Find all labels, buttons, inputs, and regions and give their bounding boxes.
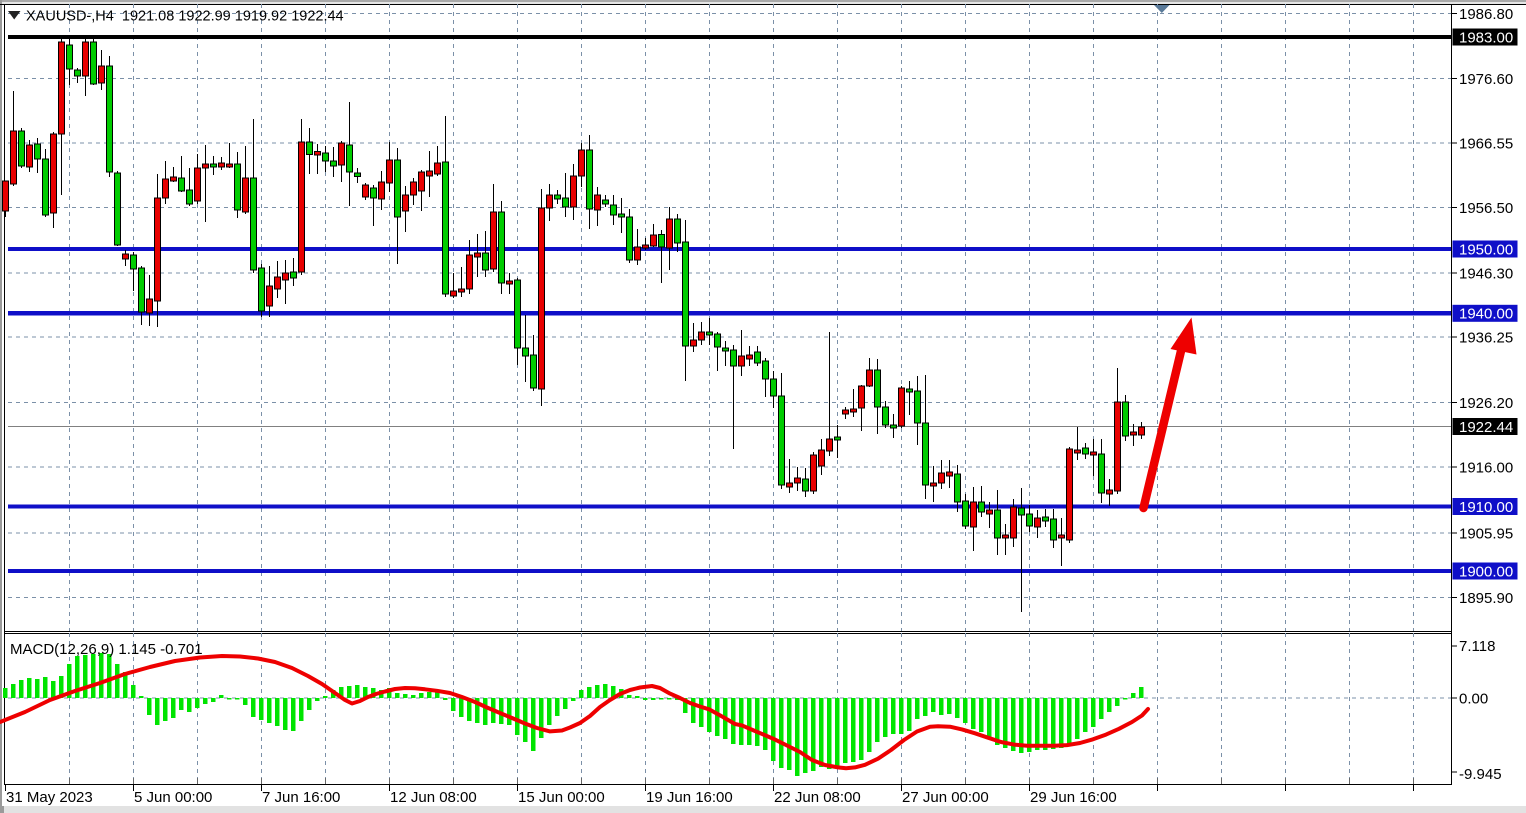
svg-text:1905.95: 1905.95: [1459, 525, 1513, 542]
svg-text:1940.00: 1940.00: [1459, 306, 1513, 323]
svg-text:31 May 2023: 31 May 2023: [6, 789, 93, 806]
svg-text:29 Jun 16:00: 29 Jun 16:00: [1030, 789, 1117, 806]
svg-text:1926.20: 1926.20: [1459, 395, 1513, 412]
svg-text:MACD(12,26,9) 1.145 -0.701: MACD(12,26,9) 1.145 -0.701: [10, 641, 203, 658]
svg-text:7 Jun 16:00: 7 Jun 16:00: [262, 789, 340, 806]
svg-text:1895.90: 1895.90: [1459, 590, 1513, 607]
svg-text:1916.00: 1916.00: [1459, 459, 1513, 476]
svg-text:1946.30: 1946.30: [1459, 265, 1513, 282]
svg-text:12 Jun 08:00: 12 Jun 08:00: [390, 789, 477, 806]
svg-text:1986.80: 1986.80: [1459, 6, 1513, 23]
svg-text:1950.00: 1950.00: [1459, 241, 1513, 258]
svg-text:XAUUSD-,H4 1921.08 1922.99 19: XAUUSD-,H4 1921.08 1922.99 1919.92 1922.…: [26, 9, 344, 25]
svg-text:-9.945: -9.945: [1459, 766, 1502, 783]
svg-text:1936.25: 1936.25: [1459, 329, 1513, 346]
svg-text:27 Jun 00:00: 27 Jun 00:00: [902, 789, 989, 806]
svg-text:1956.50: 1956.50: [1459, 200, 1513, 217]
svg-text:7.118: 7.118: [1459, 638, 1495, 655]
svg-text:1922.44: 1922.44: [1459, 419, 1513, 436]
svg-text:22 Jun 08:00: 22 Jun 08:00: [774, 789, 861, 806]
svg-text:1983.00: 1983.00: [1459, 29, 1513, 46]
svg-text:5 Jun 00:00: 5 Jun 00:00: [134, 789, 212, 806]
svg-text:19 Jun 16:00: 19 Jun 16:00: [646, 789, 733, 806]
svg-text:1966.55: 1966.55: [1459, 135, 1513, 152]
svg-text:1910.00: 1910.00: [1459, 499, 1513, 516]
svg-text:1976.60: 1976.60: [1459, 71, 1513, 88]
svg-text:1900.00: 1900.00: [1459, 563, 1513, 580]
svg-text:15 Jun 00:00: 15 Jun 00:00: [518, 789, 605, 806]
svg-text:0.00: 0.00: [1459, 690, 1488, 707]
